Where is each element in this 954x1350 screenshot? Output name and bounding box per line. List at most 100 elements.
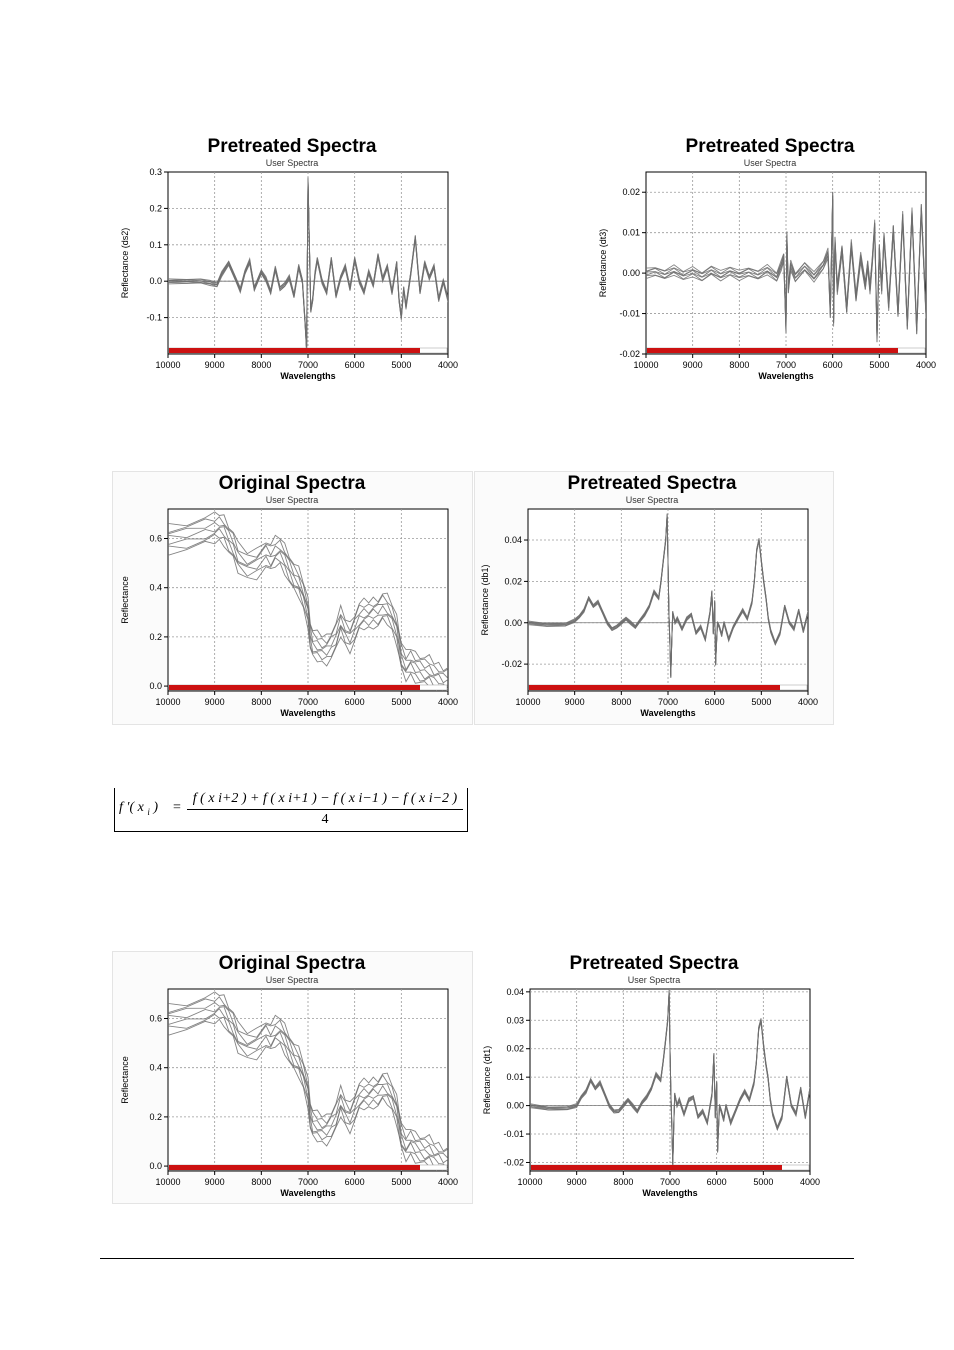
x-tick-label: 9000 — [205, 1177, 225, 1187]
chart-dt3-plot: 10000 9000 8000 7000 6000 5000 4000 0.02 0.01 0.0… — [598, 171, 936, 381]
y-axis-label: Reflectance — [120, 1056, 130, 1104]
chart-subtitle: User Spectra — [265, 158, 319, 168]
chart-ds2: Pretreated Spectra User Spectra 10000 900… — [110, 136, 460, 386]
chart-ds2-plot: 10000 9000 8000 7000 6000 5000 4000 0.3 0.2 0.1 0.… — [120, 167, 458, 381]
x-axis-label: Wavelengths — [640, 708, 695, 718]
y-tick-label: 0.3 — [149, 167, 162, 177]
y-tick-label: 0.03 — [506, 1015, 524, 1025]
x-tick-label: 9000 — [683, 360, 703, 370]
range-scroll-thumb — [169, 348, 420, 353]
y-tick-label: -0.02 — [503, 1157, 524, 1167]
x-tick-label: 8000 — [729, 360, 749, 370]
chart-title: Original Spectra — [218, 953, 366, 974]
y-tick-label: 0.02 — [622, 187, 640, 197]
y-tick-label: 0.2 — [149, 632, 162, 642]
series-group — [528, 513, 808, 678]
x-tick-label: 10000 — [515, 697, 540, 707]
series-group — [530, 989, 810, 1167]
range-scroll-thumb — [169, 685, 420, 690]
x-tick-label: 4000 — [916, 360, 936, 370]
y-axis-label: Reflectance (dt1) — [482, 1046, 492, 1115]
series-line — [168, 521, 448, 679]
x-tick-label: 4000 — [438, 360, 458, 370]
series-line — [168, 1007, 448, 1170]
x-tick-label: 9000 — [205, 360, 225, 370]
chart-original-2-plot: 10000 9000 8000 7000 6000 5000 4000 0.6 0.4 0.2 0.… — [120, 988, 458, 1198]
y-tick-label: 0.00 — [622, 268, 640, 278]
y-axis-label: Reflectance (db1) — [480, 564, 490, 635]
series-line — [168, 527, 448, 690]
y-tick-label: -0.02 — [501, 659, 522, 669]
y-tick-label: 0.6 — [149, 1014, 162, 1024]
formula-lhs: f ′( x i ) — [119, 800, 159, 817]
x-tick-label: 4000 — [438, 697, 458, 707]
series-line — [646, 191, 926, 335]
y-tick-label: 0.04 — [504, 535, 522, 545]
y-tick-label: 0.0 — [149, 681, 162, 691]
chart-subtitle: User Spectra — [627, 975, 681, 985]
chart-original-1-plot: 10000 9000 8000 7000 6000 5000 4000 0.6 0.4 0.2 0.… — [120, 508, 458, 718]
range-scroll-thumb — [529, 685, 780, 690]
chart-subtitle: User Spectra — [743, 158, 797, 168]
series-line — [168, 511, 448, 672]
y-tick-label: 0.01 — [506, 1072, 524, 1082]
range-scroll-thumb — [169, 1165, 420, 1170]
series-line — [530, 989, 810, 1164]
formula-fraction-bar — [187, 809, 463, 810]
series-group — [646, 191, 926, 343]
x-axis-label: Wavelengths — [642, 1188, 697, 1198]
x-tick-label: 9000 — [205, 697, 225, 707]
formula-numerator: f ( x i+2 ) + f ( x i+1 ) − f ( x i−1 ) … — [192, 791, 458, 806]
y-axis-label: Reflectance (ds2) — [120, 228, 130, 299]
x-tick-label: 6000 — [707, 1177, 727, 1187]
x-tick-label: 5000 — [391, 360, 411, 370]
x-tick-label: 5000 — [391, 697, 411, 707]
y-tick-label: 0.04 — [506, 987, 524, 997]
series-group — [168, 177, 448, 353]
x-tick-label: 8000 — [613, 1177, 633, 1187]
chart-title: Original Spectra — [218, 473, 366, 494]
series-line — [528, 513, 808, 676]
y-axis-label: Reflectance (dt3) — [598, 229, 608, 298]
x-tick-label: 5000 — [869, 360, 889, 370]
x-tick-label: 6000 — [345, 1177, 365, 1187]
x-tick-label: 8000 — [251, 1177, 271, 1187]
x-tick-label: 7000 — [658, 697, 678, 707]
x-tick-label: 7000 — [776, 360, 796, 370]
formula-equals: = — [173, 800, 181, 815]
chart-title: Pretreated Spectra — [569, 953, 739, 974]
x-axis-label: Wavelengths — [280, 371, 335, 381]
x-axis-label: Wavelengths — [280, 708, 335, 718]
x-tick-label: 10000 — [633, 360, 658, 370]
formula-box: f ′( x i ) = f ( x i+2 ) + f ( x i+1 ) −… — [114, 788, 468, 832]
y-tick-label: 0.0 — [149, 276, 162, 286]
x-axis-label: Wavelengths — [758, 371, 813, 381]
series-group — [168, 511, 448, 691]
x-tick-label: 7000 — [298, 360, 318, 370]
chart-db1-plot: 10000 9000 8000 7000 6000 5000 4000 0.04 0.02 0.0… — [480, 508, 818, 718]
y-tick-label: 0.2 — [149, 1112, 162, 1122]
x-tick-label: 9000 — [567, 1177, 587, 1187]
series-line — [168, 991, 448, 1152]
x-tick-label: 10000 — [155, 1177, 180, 1187]
x-tick-label: 10000 — [155, 360, 180, 370]
x-tick-label: 8000 — [251, 697, 271, 707]
series-line — [168, 177, 448, 348]
x-tick-label: 5000 — [751, 697, 771, 707]
y-tick-label: -0.01 — [619, 309, 640, 319]
range-scroll-thumb — [647, 348, 898, 353]
x-tick-label: 7000 — [660, 1177, 680, 1187]
y-tick-label: 0.02 — [506, 1044, 524, 1054]
x-tick-label: 6000 — [345, 360, 365, 370]
chart-original-2: Original Spectra User Spectra 10000 9000 8… — [110, 953, 460, 1203]
chart-db1: Pretreated Spectra User Spectra 10000 900… — [470, 473, 820, 723]
series-line — [168, 1006, 448, 1164]
series-line — [168, 526, 448, 684]
x-tick-label: 6000 — [345, 697, 365, 707]
y-axis-label: Reflectance — [120, 576, 130, 624]
series-line — [168, 516, 448, 673]
chart-subtitle: User Spectra — [265, 975, 319, 985]
y-tick-label: 0.1 — [149, 240, 162, 250]
chart-original-1: Original Spectra User Spectra 10000 9000 8… — [110, 473, 460, 723]
y-tick-label: -0.1 — [146, 313, 162, 323]
